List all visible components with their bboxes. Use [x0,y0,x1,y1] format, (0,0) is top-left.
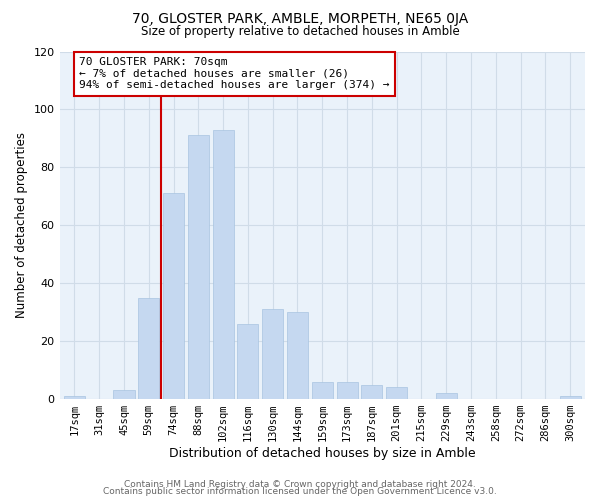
Bar [212,130,233,399]
Bar [138,298,160,399]
Bar [386,388,407,399]
Bar [113,390,134,399]
Bar [337,382,358,399]
Y-axis label: Number of detached properties: Number of detached properties [15,132,28,318]
Text: Size of property relative to detached houses in Amble: Size of property relative to detached ho… [140,25,460,38]
Bar [361,384,382,399]
Text: 70, GLOSTER PARK, AMBLE, MORPETH, NE65 0JA: 70, GLOSTER PARK, AMBLE, MORPETH, NE65 0… [132,12,468,26]
Bar [560,396,581,399]
Bar [262,310,283,399]
Bar [163,194,184,399]
X-axis label: Distribution of detached houses by size in Amble: Distribution of detached houses by size … [169,447,476,460]
Text: Contains public sector information licensed under the Open Government Licence v3: Contains public sector information licen… [103,487,497,496]
Bar [287,312,308,399]
Bar [64,396,85,399]
Text: 70 GLOSTER PARK: 70sqm
← 7% of detached houses are smaller (26)
94% of semi-deta: 70 GLOSTER PARK: 70sqm ← 7% of detached … [79,58,390,90]
Bar [188,136,209,399]
Bar [436,394,457,399]
Bar [312,382,333,399]
Bar [238,324,259,399]
Text: Contains HM Land Registry data © Crown copyright and database right 2024.: Contains HM Land Registry data © Crown c… [124,480,476,489]
